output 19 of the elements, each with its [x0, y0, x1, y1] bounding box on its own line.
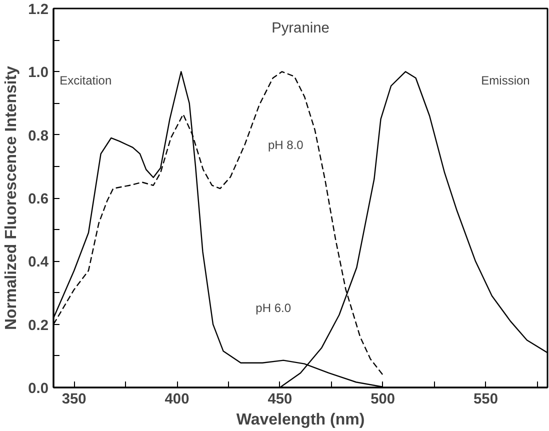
y-tick-label: 0.0: [28, 381, 48, 397]
x-tick-label: 350: [62, 392, 86, 408]
annotation: Emission: [481, 74, 530, 88]
y-tick-label: 1.0: [28, 65, 48, 82]
x-tick-label: 400: [164, 392, 190, 408]
annotation: pH 8.0: [268, 138, 304, 152]
y-tick-label: 1.2: [28, 2, 48, 18]
text: Pyranine: [272, 20, 330, 36]
annotation: pH 6.0: [256, 300, 292, 315]
y-axis-title: Normalized Fluorescence Intensity: [3, 66, 20, 330]
y-tick-label: 0.2: [28, 318, 48, 334]
x-tick-label: 450: [268, 392, 292, 408]
y-tick-label: 0.4: [28, 254, 50, 271]
x-tick-label: 550: [474, 392, 498, 408]
annotation: Excitation: [60, 74, 112, 88]
y-tick-label: 0.6: [28, 192, 48, 208]
x-tick-label: 500: [370, 392, 396, 408]
y-tick-label: 0.8: [28, 128, 48, 144]
x-axis-title: Wavelength (nm): [236, 412, 365, 428]
